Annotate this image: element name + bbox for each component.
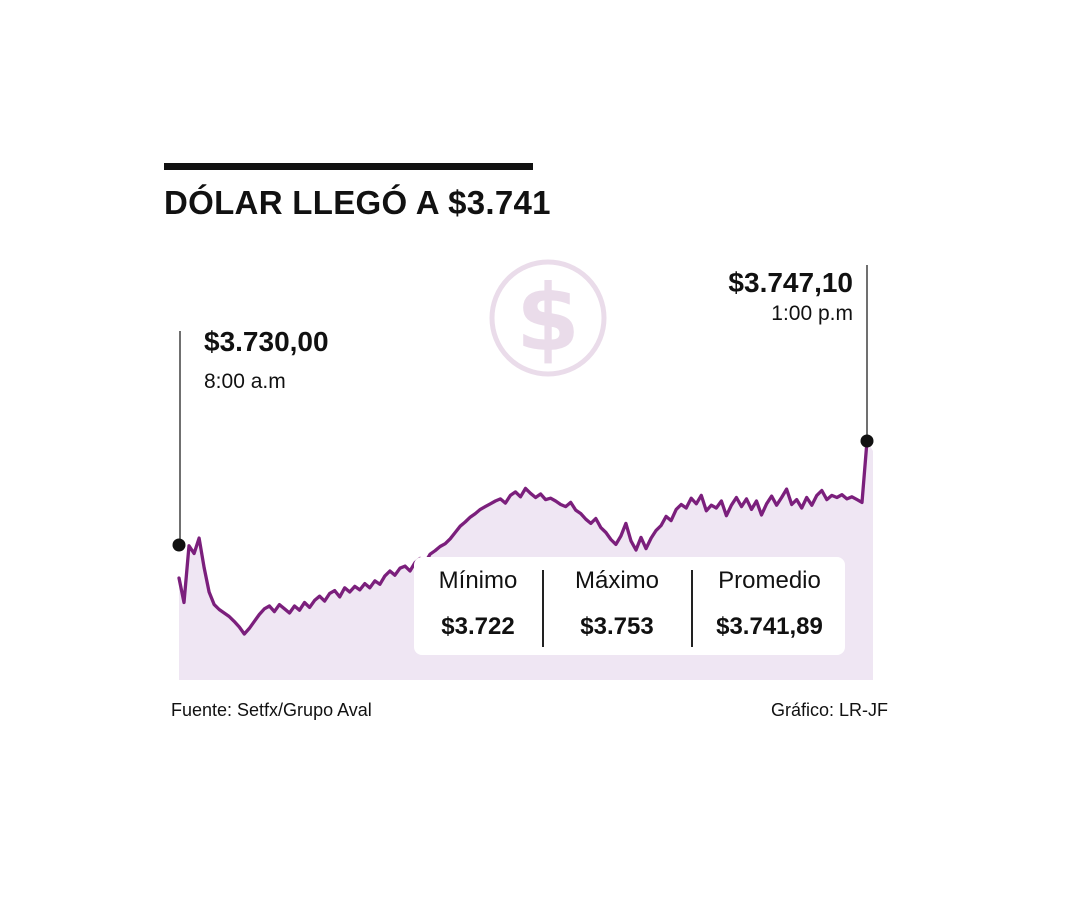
stat-label: Máximo	[574, 567, 659, 594]
open-value-label: $3.730,00	[204, 326, 329, 357]
title-rule	[164, 163, 533, 170]
open-time-label: 8:00 a.m	[204, 370, 286, 393]
stat-divider	[542, 570, 544, 647]
price-line	[177, 439, 869, 636]
credit-note: Gráfico: LR-JF	[770, 700, 888, 720]
stat-value: $3.741,89	[716, 613, 823, 640]
source-note: Fuente: Setfx/Grupo Aval	[171, 700, 372, 720]
close-value-label: $3.747,10	[728, 267, 853, 298]
svg-text:$: $	[516, 265, 580, 372]
stat-value: $3.753	[580, 613, 654, 640]
stat-label: Mínimo	[438, 567, 518, 594]
stat-value: $3.722	[441, 613, 515, 640]
close-time-label: 1:00 p.m	[771, 302, 853, 325]
stat-maximum: Máximo $3.753	[544, 557, 690, 655]
stat-divider	[691, 570, 693, 647]
stat-label: Promedio	[718, 567, 821, 594]
stat-average: Promedio $3.741,89	[694, 557, 845, 655]
chart-title: DÓLAR LLEGÓ A $3.741	[164, 184, 551, 221]
close-point	[860, 434, 874, 448]
stat-minimum: Mínimo $3.722	[414, 557, 542, 655]
open-point	[172, 538, 186, 552]
dollar-coin-icon: $	[489, 259, 607, 377]
stats-box: Mínimo $3.722 Máximo $3.753 Promedio $3.…	[414, 557, 845, 655]
